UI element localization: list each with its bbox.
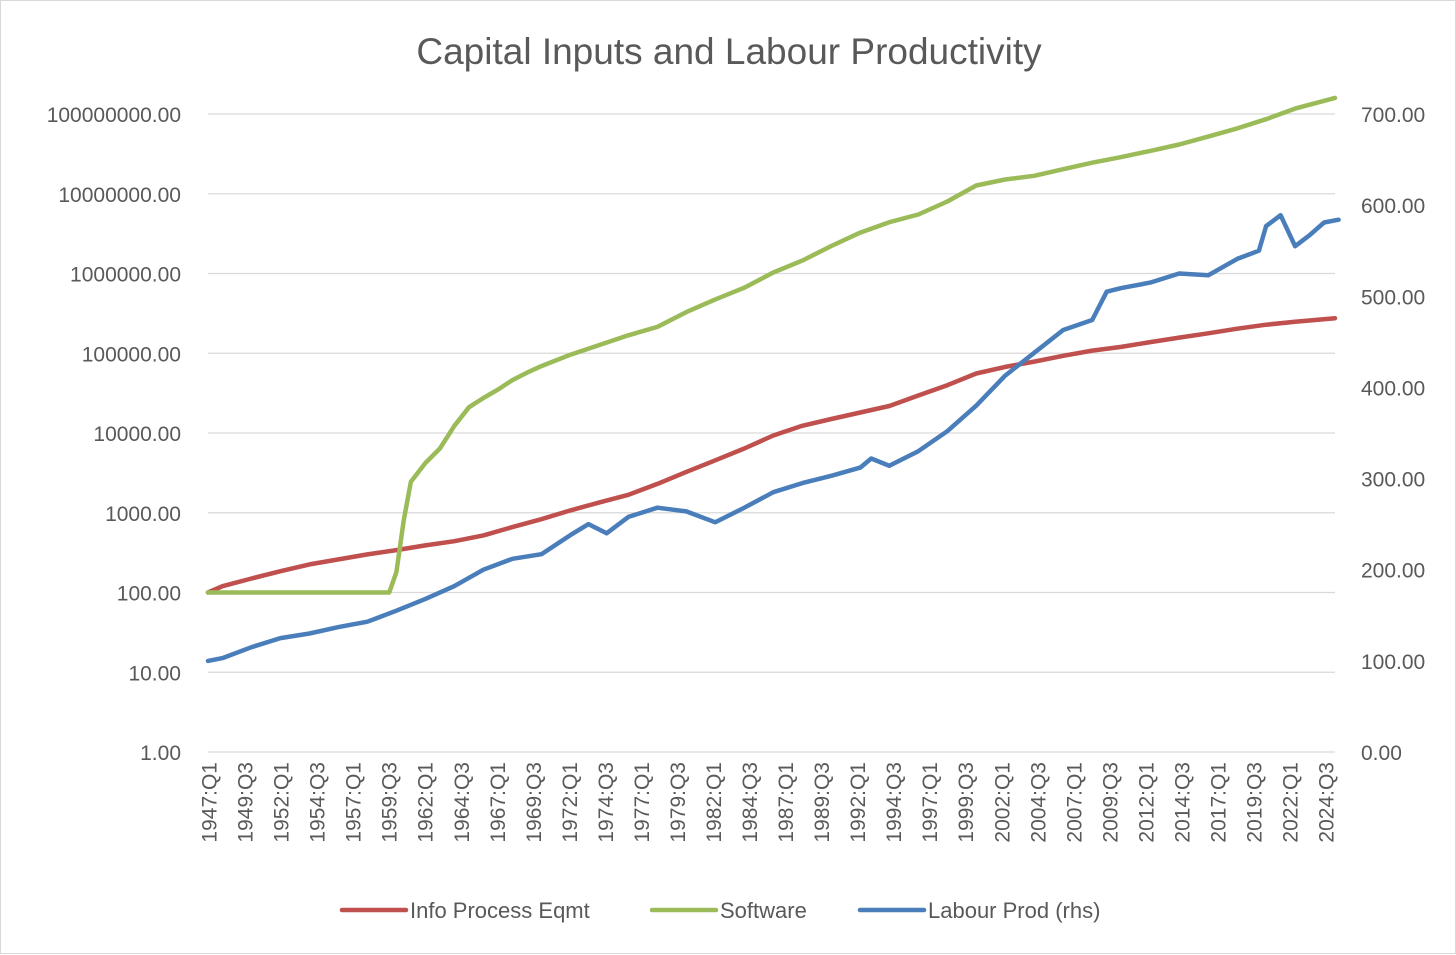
x-tick-label: 1972:Q1 [559,762,582,843]
right-y-tick-label: 500.00 [1361,286,1425,309]
left-y-tick-label: 1000000.00 [70,264,181,287]
x-tick-label: 2017:Q1 [1207,762,1230,843]
x-tick-label: 1979:Q3 [667,762,690,843]
x-tick-label: 1947:Q1 [199,762,222,843]
left-y-tick-label: 100.00 [117,583,181,606]
x-tick-label: 1977:Q1 [631,762,654,843]
x-tick-label: 1974:Q3 [595,762,618,843]
x-tick-label: 2022:Q1 [1280,762,1303,843]
right-y-tick-label: 700.00 [1361,104,1425,127]
series-lines [205,95,1341,664]
x-tick-label: 1952:Q1 [271,762,294,843]
legend-label-info-process-eqmt: Info Process Eqmt [410,898,590,923]
left-y-tick-label: 100000000.00 [47,104,181,127]
series-line-software [205,95,1338,595]
legend: Info Process Eqmt Software Labour Prod (rh… [339,898,1100,923]
left-y-tick-label: 10000000.00 [58,184,181,207]
series-line-labour-prod-rhs [205,212,1341,664]
x-tick-label: 1984:Q3 [739,762,762,843]
x-tick-label: 2004:Q3 [1027,762,1050,843]
x-tick-label: 1954:Q3 [307,762,330,843]
right-y-axis: 0.00 100.00 200.00 300.00 400.00 500.00 600.00… [1361,104,1425,765]
x-tick-label: 1967:Q1 [487,762,510,843]
gridlines [208,113,1335,753]
left-y-axis: 1.00 10.00 100.00 1000.00 10000.00 100000.00 1… [47,104,181,765]
right-y-tick-label: 300.00 [1361,469,1425,492]
right-y-tick-label: 100.00 [1361,651,1425,674]
x-tick-label: 1994:Q3 [883,762,906,843]
x-tick-label: 2012:Q1 [1135,762,1158,843]
left-y-tick-label: 10000.00 [93,423,181,446]
x-tick-label: 2009:Q3 [1099,762,1122,843]
x-tick-label: 1957:Q1 [343,762,366,843]
legend-label-labour-prod-rhs: Labour Prod (rhs) [928,898,1100,923]
x-tick-label: 1982:Q1 [703,762,726,843]
chart-title: Capital Inputs and Labour Productivity [416,31,1042,72]
left-y-tick-label: 10.00 [128,662,181,685]
x-tick-label: 2019:Q3 [1243,762,1266,843]
x-tick-label: 2002:Q1 [991,762,1014,843]
legend-label-software: Software [720,898,807,923]
left-y-tick-label: 1000.00 [105,503,181,526]
x-tick-label: 1999:Q3 [955,762,978,843]
left-y-tick-label: 1.00 [140,742,181,765]
x-axis: 1947:Q1 1949:Q3 1952:Q1 1954:Q3 1957:Q1 1959:… [199,762,1339,843]
right-y-tick-label: 600.00 [1361,195,1425,218]
right-y-tick-label: 200.00 [1361,560,1425,583]
x-tick-label: 1964:Q3 [451,762,474,843]
x-tick-label: 2024:Q3 [1316,762,1339,843]
x-tick-label: 1992:Q1 [847,762,870,843]
right-y-tick-label: 0.00 [1361,742,1402,765]
x-tick-label: 2007:Q1 [1063,762,1086,843]
x-tick-label: 1949:Q3 [235,762,258,843]
series-line-info-process-eqmt [205,315,1338,595]
x-tick-label: 1989:Q3 [811,762,834,843]
x-tick-label: 1962:Q1 [415,762,438,843]
left-y-tick-label: 100000.00 [82,343,181,366]
right-y-tick-label: 400.00 [1361,377,1425,400]
x-tick-label: 1959:Q3 [379,762,402,843]
x-tick-label: 2014:Q3 [1171,762,1194,843]
x-tick-label: 1997:Q1 [919,762,942,843]
x-tick-label: 1987:Q1 [775,762,798,843]
x-tick-label: 1969:Q3 [523,762,546,843]
